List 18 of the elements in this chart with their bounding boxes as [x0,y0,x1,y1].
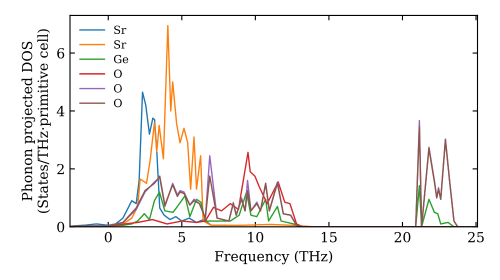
x-tick-label: 5 [178,232,186,242]
legend-label: Sr [114,40,126,49]
y-tick-label: 2 [57,164,64,174]
legend-label: Sr [114,26,126,34]
y-tick-label: 6 [57,48,64,59]
legend-label: O [114,98,122,108]
y-axis-title: Phonon projected DOS (States/THz·primitive cell) [22,29,51,213]
y-tick-label: 0 [57,222,64,232]
legend-label: Ge [114,54,128,64]
legend-label: O [114,84,122,93]
x-axis-title: Frequency (THz) [214,250,332,264]
x-tick-label: 25 [468,232,484,242]
legend-label: O [114,70,122,78]
x-tick-label: 0 [104,232,112,242]
x-tick-label: 15 [322,232,337,242]
x-tick-label: 10 [248,232,264,242]
y-tick-label: 4 [56,106,64,116]
x-tick-label: 20 [394,232,410,242]
